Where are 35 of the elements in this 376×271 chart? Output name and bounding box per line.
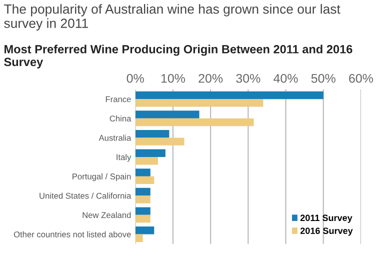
bar: [135, 157, 158, 165]
bar: [135, 168, 150, 176]
bar: [135, 196, 150, 204]
bar: [135, 149, 166, 158]
y-tick-label: Other countries not listed above: [14, 231, 131, 238]
bar: [135, 226, 154, 234]
bar: [135, 234, 143, 242]
y-tick-label: Italy: [116, 154, 132, 162]
y-tick-label: China: [110, 115, 132, 122]
x-tick-label: 50%: [311, 74, 336, 83]
x-tick-label: 30%: [236, 74, 260, 83]
bar: [135, 110, 200, 118]
bar: [135, 138, 184, 146]
y-tick-label: Portugal / Spain: [72, 173, 131, 182]
bar: [135, 176, 154, 184]
bar: [135, 91, 324, 100]
bar: [135, 118, 254, 126]
chart-title: The popularity of Australian wine has grown since our last survey in 2011: [4, 4, 340, 31]
bar: [135, 99, 264, 107]
y-tick-label: France: [106, 96, 131, 102]
legend-label: 2016 Survey: [300, 228, 353, 236]
y-tick-label: New Zealand: [82, 212, 131, 218]
bar: [135, 130, 170, 138]
x-tick-label: 10%: [161, 74, 186, 83]
chart-subtitle: Most Preferred Wine Producing Origin Between 2011 and 2016 Survey: [4, 44, 352, 68]
legend-label: 2011 Survey: [300, 214, 352, 223]
bar: [135, 188, 150, 196]
bar: [135, 207, 150, 215]
x-tick-label: 40%: [274, 74, 298, 83]
y-tick-label: United States / California: [40, 192, 132, 199]
x-tick-label: 60%: [349, 74, 374, 83]
x-tick-label: 20%: [198, 74, 223, 83]
bar: [135, 214, 150, 223]
x-tick-label: 0%: [126, 74, 144, 83]
y-tick-label: Australia: [98, 134, 132, 141]
